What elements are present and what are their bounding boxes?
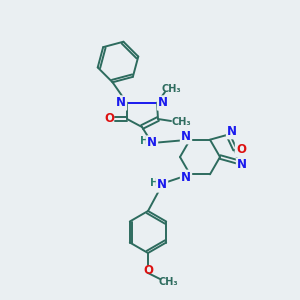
Text: N: N [181, 130, 191, 143]
Text: N: N [116, 97, 126, 110]
Text: CH₃: CH₃ [161, 84, 181, 94]
Text: N: N [147, 136, 157, 149]
Text: N: N [181, 171, 191, 184]
Text: N: N [237, 158, 247, 172]
Text: N: N [158, 97, 168, 110]
Text: O: O [236, 143, 246, 156]
Text: CH₃: CH₃ [171, 117, 191, 127]
Text: O: O [104, 112, 114, 125]
Text: H: H [150, 178, 158, 188]
Text: H: H [140, 136, 148, 146]
Text: N: N [157, 178, 167, 191]
Text: CH₃: CH₃ [158, 277, 178, 287]
Text: O: O [143, 263, 153, 277]
Text: N: N [227, 125, 237, 138]
